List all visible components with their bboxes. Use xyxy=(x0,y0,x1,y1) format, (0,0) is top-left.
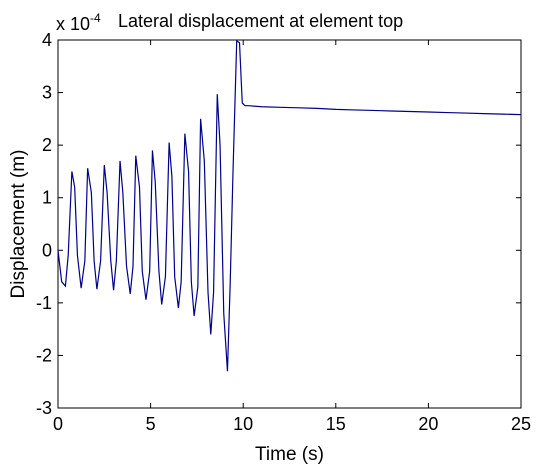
y-tick-label: 1 xyxy=(42,188,52,208)
y-tick-label: -3 xyxy=(36,398,52,418)
x-tick-label: 10 xyxy=(233,414,253,434)
y-axis-label: Displacement (m) xyxy=(8,150,29,299)
plot-area xyxy=(57,39,522,409)
y-tick-label: -2 xyxy=(36,345,52,365)
y-tick-label: -1 xyxy=(36,293,52,313)
x-tick-label: 5 xyxy=(146,414,156,434)
x-tick-label: 15 xyxy=(326,414,346,434)
chart-title: Lateral displacement at element top xyxy=(118,11,403,31)
y-axis: -3 -2 -1 0 1 2 3 4 xyxy=(36,30,521,418)
y-tick-label: 2 xyxy=(42,135,52,155)
y-tick-label: 4 xyxy=(42,30,52,50)
y-tick-label: 0 xyxy=(42,240,52,260)
x-tick-label: 20 xyxy=(418,414,438,434)
x-tick-label: 0 xyxy=(53,414,63,434)
x-tick-label: 25 xyxy=(511,414,531,434)
y-scale-exponent-label: x 10-4 xyxy=(56,11,101,34)
series-line xyxy=(57,40,522,372)
x-axis: 0 5 10 15 20 25 xyxy=(53,40,531,434)
x-axis-label: Time (s) xyxy=(255,444,324,465)
y-tick-label: 3 xyxy=(42,83,52,103)
